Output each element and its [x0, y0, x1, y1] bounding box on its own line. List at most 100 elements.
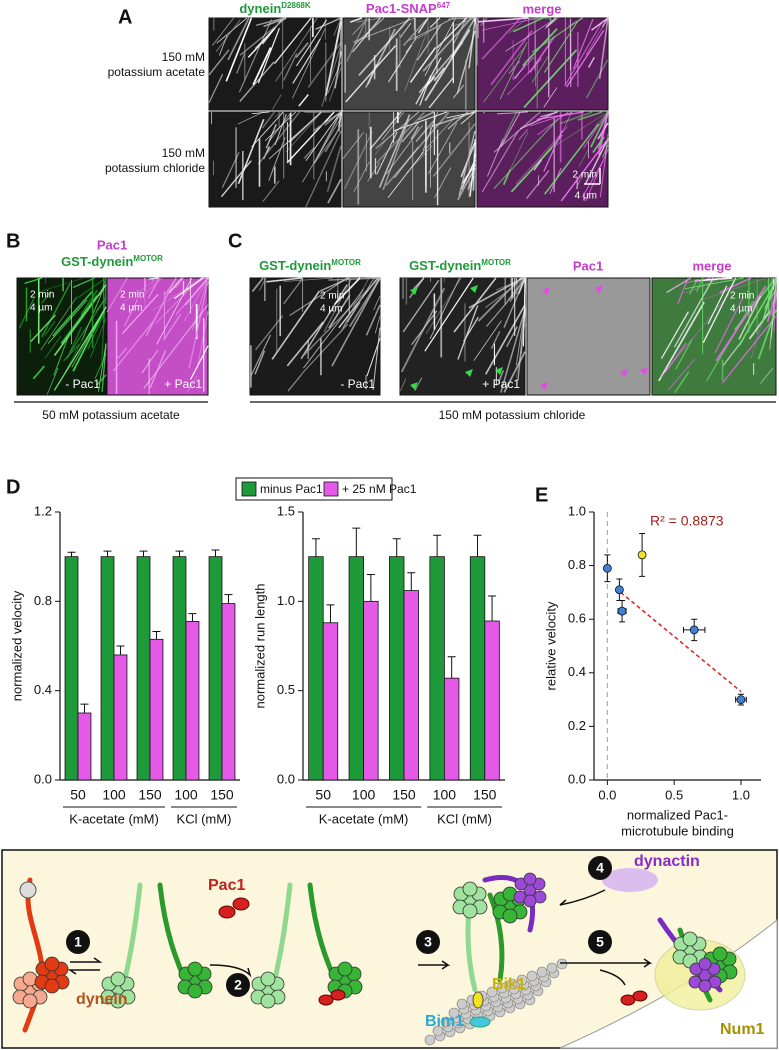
streak — [598, 17, 609, 80]
streak — [500, 111, 521, 148]
streak — [190, 345, 209, 380]
streak — [349, 17, 363, 23]
streak — [196, 311, 209, 369]
kymograph-streaks — [344, 17, 476, 110]
streak — [399, 378, 407, 392]
kymograph-streaks — [106, 277, 209, 395]
streak — [431, 111, 475, 128]
error-bar — [224, 594, 233, 604]
streak — [507, 58, 542, 96]
streak — [112, 320, 155, 372]
data-point — [689, 625, 699, 635]
streak — [174, 277, 184, 289]
streak — [44, 336, 62, 359]
streak — [124, 299, 138, 327]
streak — [457, 305, 479, 360]
streak — [175, 277, 209, 315]
streak — [87, 310, 106, 350]
streak — [268, 137, 286, 181]
legend-box — [235, 477, 393, 501]
streak — [303, 147, 315, 160]
streak — [30, 314, 56, 342]
streak — [257, 111, 301, 165]
diagram: 1 2 3 4 5 dynein Pac1 dynactin Bik1 Bim1 Num1 — [12, 853, 765, 1046]
motor-ring — [44, 956, 60, 972]
streak — [773, 292, 777, 314]
streak — [353, 161, 370, 193]
streak — [518, 129, 528, 140]
streak — [477, 277, 522, 322]
streak — [326, 145, 342, 193]
streak — [358, 17, 411, 76]
pac1-free — [632, 990, 648, 1002]
streak — [375, 139, 387, 155]
streak — [469, 153, 476, 197]
streak — [461, 159, 476, 190]
scale-label: 4 µm — [730, 304, 752, 315]
pac1 — [330, 989, 346, 1001]
bar — [113, 654, 128, 781]
streak — [424, 277, 474, 352]
y-tick-label: 1.0 — [568, 503, 586, 518]
y-tick-label: 1.0 — [277, 593, 295, 608]
streak — [433, 67, 445, 82]
stalk — [487, 892, 505, 983]
streak — [328, 294, 351, 329]
streak — [292, 38, 321, 84]
head — [19, 881, 37, 899]
arrowhead — [595, 285, 603, 293]
streak — [702, 277, 737, 344]
streak — [458, 130, 476, 196]
bar — [389, 556, 405, 781]
bar — [443, 677, 460, 781]
tubulin — [448, 1007, 460, 1019]
streak — [266, 277, 303, 283]
row-label: potassium chloride — [105, 161, 205, 175]
streak — [352, 21, 365, 35]
streak — [424, 17, 456, 77]
streak — [315, 17, 342, 30]
streak — [514, 63, 526, 80]
column-header: Pac1-SNAP647 — [366, 1, 451, 16]
scale-label: 4 µm — [120, 303, 142, 314]
streak — [460, 111, 476, 125]
streak — [668, 277, 691, 291]
motor-ring — [698, 979, 712, 993]
streak — [522, 279, 526, 347]
image-label: + Pac1 — [164, 377, 202, 391]
bar — [136, 556, 151, 781]
streak — [274, 113, 287, 146]
streak — [496, 111, 528, 115]
diagram-label: Bik1 — [492, 976, 526, 993]
header: merge — [692, 258, 731, 273]
streak — [714, 296, 745, 354]
scale-label: 2 min — [320, 291, 344, 302]
streak — [425, 277, 462, 335]
motor-ring — [187, 961, 203, 977]
x-tick-label: 0.5 — [665, 787, 683, 802]
header: GST-dyneinMOTOR — [259, 258, 361, 273]
streak — [64, 333, 86, 373]
streak — [675, 339, 693, 370]
streak — [261, 111, 276, 129]
streak — [490, 30, 533, 86]
streak — [324, 21, 342, 96]
streak — [585, 59, 609, 99]
kymograph-streaks — [481, 111, 609, 202]
data-point — [602, 563, 612, 573]
streak — [484, 304, 526, 375]
header: Pac1 — [573, 258, 603, 273]
streak — [584, 138, 609, 185]
scale-label: 2 min — [30, 290, 54, 301]
arrowhead — [640, 367, 648, 375]
streak — [585, 149, 609, 202]
streak — [256, 17, 285, 27]
streak — [411, 310, 438, 346]
tubulin — [546, 962, 558, 974]
streak — [263, 17, 287, 28]
streak — [286, 321, 324, 367]
streak — [394, 146, 419, 179]
image-label: + Pac1 — [482, 377, 520, 391]
panel-label: D — [6, 476, 20, 498]
streak — [500, 309, 526, 393]
